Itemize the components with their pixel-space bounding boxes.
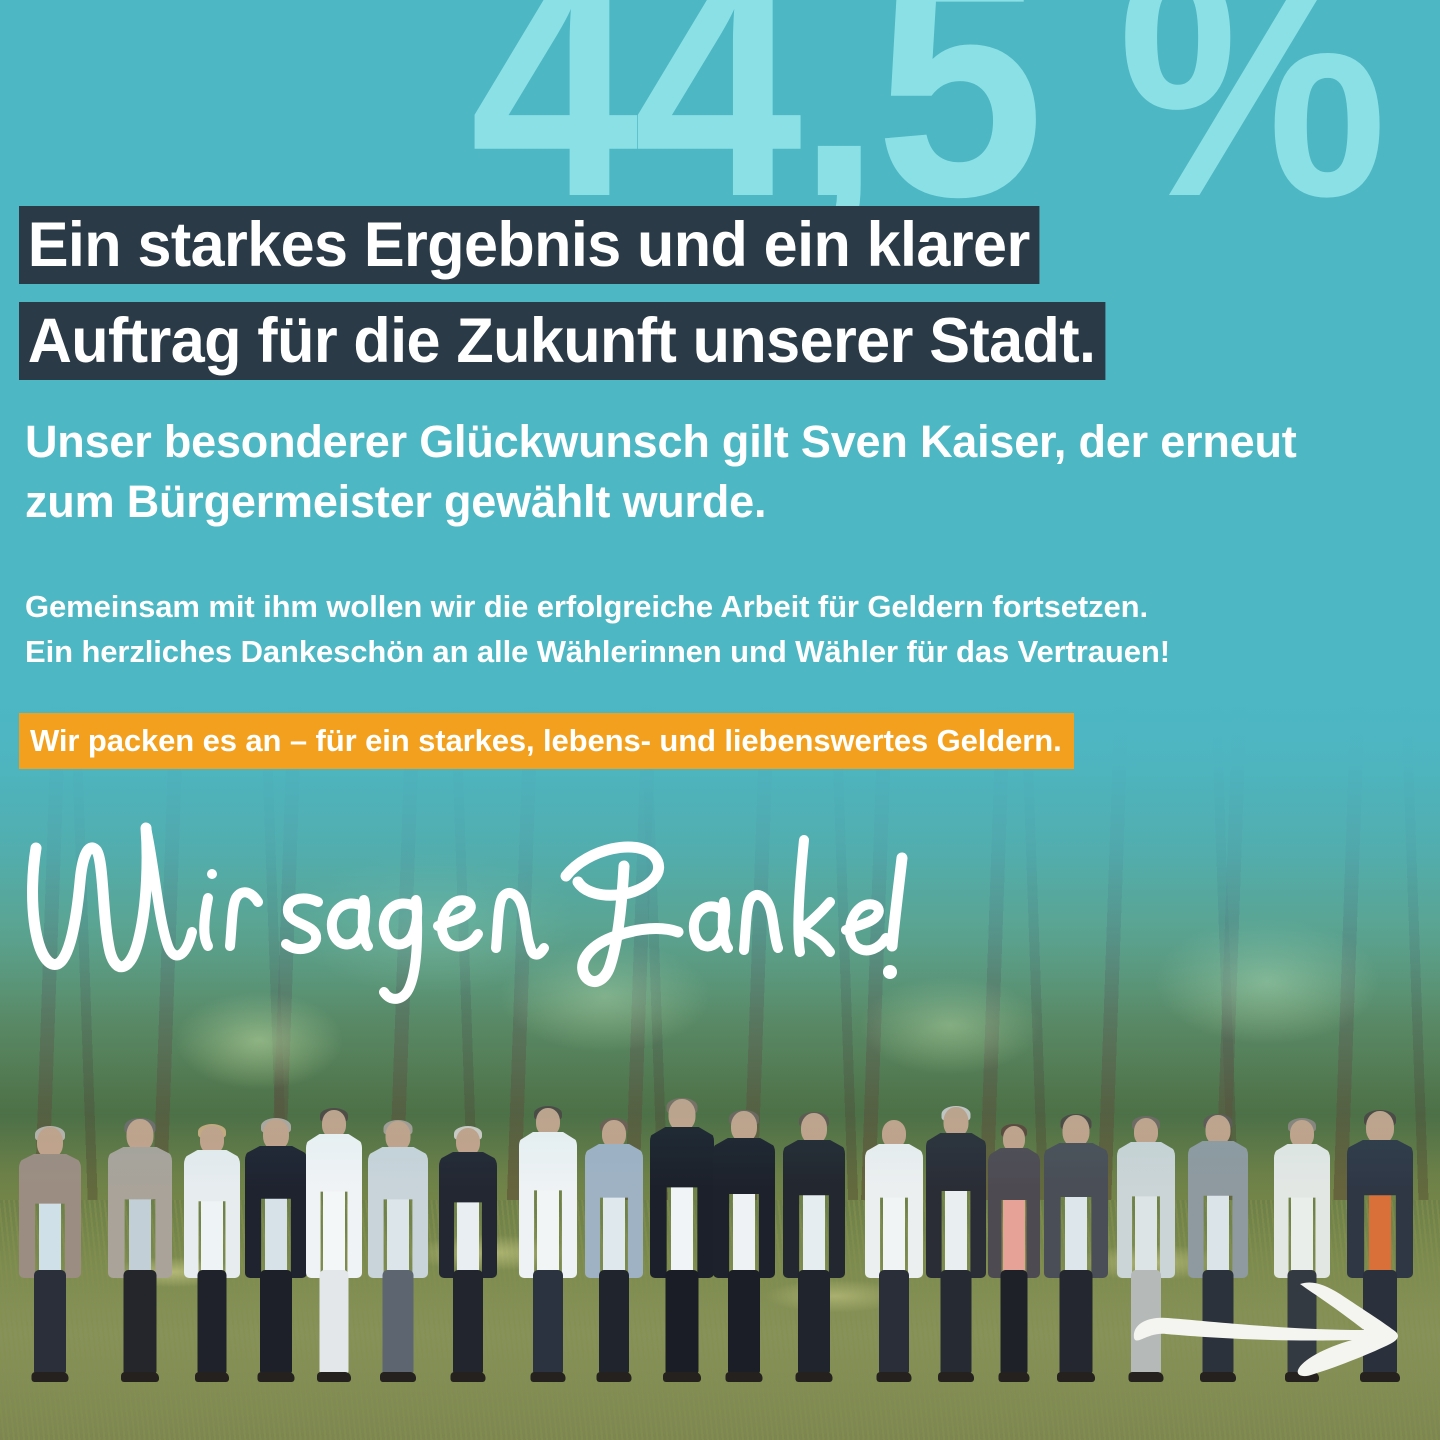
body-paragraph: Gemeinsam mit ihm wollen wir die erfolgr…: [25, 584, 1405, 674]
call-to-action-banner: Wir packen es an – für ein starkes, lebe…: [19, 713, 1074, 769]
headline: Ein starkes Ergebnis und ein klarer Auft…: [19, 206, 1409, 398]
subheading: Unser besonderer Glückwunsch gilt Sven K…: [25, 416, 1297, 527]
thank-you-script: [18, 806, 918, 1004]
body-line-2: Ein herzliches Dankeschön an alle Wähler…: [25, 634, 1170, 669]
teal-gradient-overlay: [0, 700, 1440, 1440]
body-line-1: Gemeinsam mit ihm wollen wir die erfolgr…: [25, 589, 1148, 624]
group-photo: [0, 700, 1440, 1440]
hand-drawn-right-arrow-icon: [1128, 1268, 1403, 1383]
headline-line-2: Auftrag für die Zukunft unserer Stadt.: [19, 302, 1106, 380]
headline-line-1: Ein starkes Ergebnis und ein klarer: [19, 206, 1040, 284]
result-percentage-watermark: 44,5 %: [470, 0, 1388, 265]
